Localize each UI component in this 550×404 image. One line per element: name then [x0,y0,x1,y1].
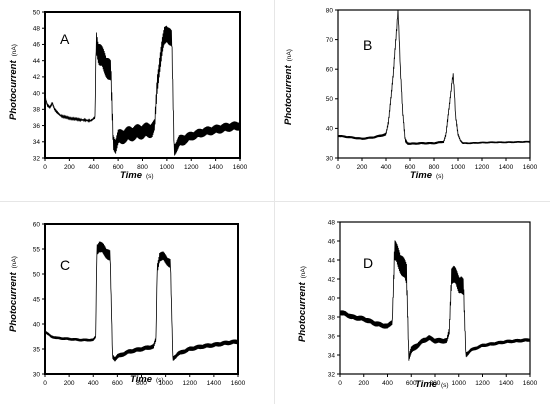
y-axis-label-b: Photocurrent(nA) [283,49,294,125]
panel-label-d: D [363,255,373,271]
x-tick-label-a: 200 [64,164,75,171]
y-tick-label-b: 40 [326,126,334,133]
y-tick-label-c: 55 [33,246,41,253]
y-tick-label-a: 48 [33,26,41,33]
panel-label-a: A [60,31,70,47]
x-axis-label-c: Time (s) [130,374,164,385]
plot-frame-d [339,221,531,375]
y-tick-label-a: 46 [33,42,41,49]
x-tick-label-a: 1200 [184,164,199,171]
y-tick-label-a: 34 [33,139,41,146]
x-tick-label-c: 200 [64,380,75,387]
y-tick-label-b: 70 [326,37,334,44]
chart-panel-c: 0 200 400 600 800 1000 1200 1400 1600 30 35 40 45 50 5… [0,202,275,404]
y-tick-label-a: 44 [33,58,41,65]
y-tick-label-a: 38 [33,107,41,114]
y-tick-label-a: 40 [33,90,41,97]
x-tick-label-c: 400 [88,380,99,387]
y-tick-label-d: 42 [328,276,336,283]
x-tick-label-a: 600 [113,164,124,171]
x-tick-label-d: 1000 [452,380,467,387]
vertical-divider [274,0,275,404]
x-tick-label-d: 400 [382,380,393,387]
x-tick-label-a: 1000 [160,164,175,171]
y-tick-label-d: 48 [328,219,336,226]
y-tick-label-c: 30 [33,371,41,378]
x-tick-label-a: 1400 [208,164,223,171]
x-tick-label-b: 1000 [451,164,466,171]
y-tick-label-a: 42 [33,74,41,81]
x-tick-label-a: 1600 [233,164,248,171]
x-tick-label-a: 400 [88,164,99,171]
y-tick-label-d: 34 [328,352,336,359]
series-line-b-0 [338,10,530,145]
chart-panel-b: 0 200 400 600 800 1000 1200 1400 1600 30 40 50 60 70 8… [275,0,550,202]
x-tick-label-b: 200 [357,164,368,171]
chart-d-svg: 0 200 400 600 800 1000 1200 1400 1600 32 34 36 38 40 4… [297,219,538,390]
horizontal-divider [0,201,550,202]
y-tick-label-d: 44 [328,257,336,264]
x-tick-label-a: 800 [137,164,148,171]
y-axis-label-a: Photocurrent(nA) [8,44,19,120]
x-tick-label-a: 0 [43,164,47,171]
y-tick-label-d: 36 [328,333,336,340]
y-tick-label-d: 40 [328,295,336,302]
x-tick-label-b: 1400 [499,164,514,171]
x-tick-label-d: 1600 [523,380,538,387]
y-tick-label-c: 50 [33,271,41,278]
chart-a-svg: 0 200 400 600 800 1000 1200 1400 1600 32 34 36 38 40 4… [8,9,248,181]
chart-panel-a: 0 200 400 600 800 1000 1200 1400 1600 32 34 36 38 40 4… [0,0,275,202]
x-tick-label-c: 800 [136,380,147,387]
x-tick-label-c: 600 [112,380,123,387]
y-tick-label-d: 38 [328,314,336,321]
panel-label-b: B [363,37,372,53]
y-tick-label-a: 32 [33,155,41,162]
x-tick-label-c: 1600 [231,380,246,387]
y-tick-label-d: 46 [328,238,336,245]
chart-c-svg: 0 200 400 600 800 1000 1200 1400 1600 30 35 40 45 50 5… [8,221,246,387]
y-tick-label-a: 36 [33,123,41,130]
x-tick-label-b: 800 [429,164,440,171]
x-tick-label-d: 0 [338,380,342,387]
x-tick-label-c: 1200 [183,380,198,387]
panel-label-c: C [60,257,70,273]
y-axis-label-d: Photocurrent(nA) [297,266,308,342]
x-tick-label-d: 200 [358,380,369,387]
x-tick-label-d: 600 [406,380,417,387]
y-tick-label-c: 35 [33,346,41,353]
y-tick-label-b: 30 [326,155,334,162]
y-tick-label-c: 60 [33,221,41,228]
x-tick-label-c: 0 [43,380,47,387]
series-line-a-0 [45,25,240,156]
y-axis-label-c: Photocurrent(nA) [8,256,19,332]
x-axis-label-b: Time (s) [410,170,444,181]
chart-b-svg: 0 200 400 600 800 1000 1200 1400 1600 30 40 50 60 70 8… [283,7,538,181]
x-axis-label-d: Time (s) [415,379,449,390]
x-tick-label-b: 400 [381,164,392,171]
series-line-d-0 [340,240,530,361]
x-tick-label-c: 1000 [158,380,173,387]
x-tick-label-d: 1200 [475,380,490,387]
x-tick-label-c: 1400 [207,380,222,387]
x-tick-label-b: 0 [336,164,340,171]
y-tick-label-d: 32 [328,371,336,378]
y-tick-label-c: 40 [33,321,41,328]
x-tick-label-b: 600 [405,164,416,171]
x-tick-label-d: 1400 [499,380,514,387]
series-line-c-0 [45,241,238,362]
x-tick-label-b: 1200 [475,164,490,171]
x-tick-label-d: 800 [430,380,441,387]
plot-frame-b [337,9,531,159]
chart-panel-d: 0 200 400 600 800 1000 1200 1400 1600 32 34 36 38 40 4… [275,202,550,404]
y-tick-label-b: 60 [326,67,334,74]
y-tick-label-a: 50 [33,9,41,16]
y-tick-label-b: 50 [326,96,334,103]
x-tick-label-b: 1600 [523,164,538,171]
y-tick-label-c: 45 [33,296,41,303]
y-tick-label-b: 80 [326,7,334,14]
x-axis-label-a: Time (s) [120,170,154,181]
